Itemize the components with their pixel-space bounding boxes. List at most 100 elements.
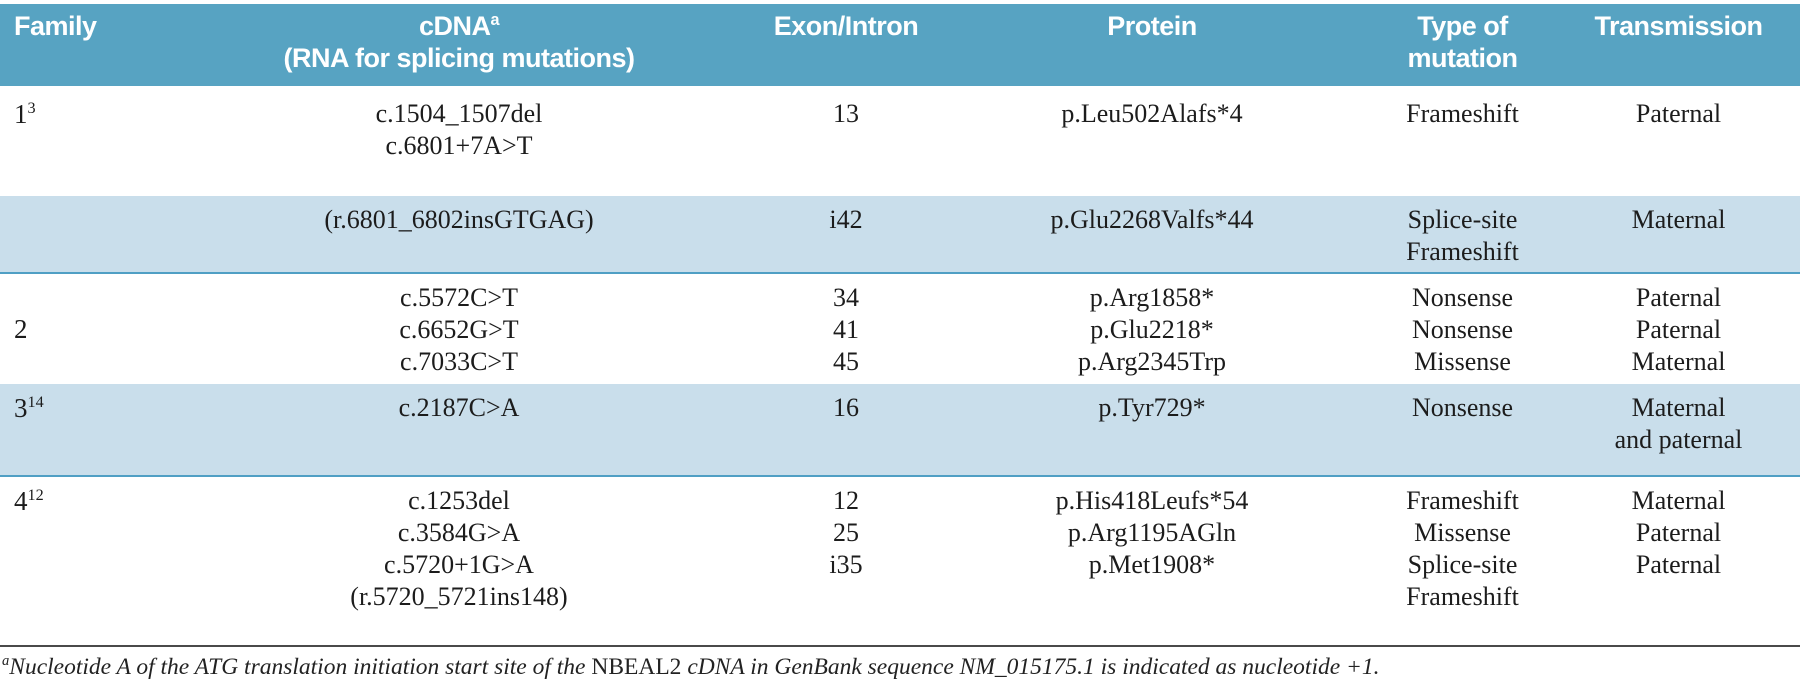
table-row: c.6801+7A>T (0, 130, 1800, 196)
cdna-cell: c.1504_1507del (375, 99, 543, 128)
exon-cell: 25 (833, 518, 859, 547)
cdna-footnote-marker: a (490, 11, 500, 29)
protein-cell (936, 581, 1368, 619)
table-row: 314 c.2187C>A 16 p.Tyr729* Nonsense Mate… (0, 384, 1800, 477)
transmission-cell: Maternal (1631, 486, 1726, 515)
cdna-cell: c.5720+1G>A (384, 550, 534, 579)
family-reference-sup: 14 (27, 393, 44, 411)
cdna-cell: (r.6801_6802insGTGAG) (162, 196, 756, 236)
protein-cell (936, 424, 1368, 477)
protein-cell: p.Leu502Alafs*4 (1061, 99, 1243, 128)
table-row: c.6652G>T 41 p.Glu2218* Nonsense Paterna… (0, 314, 1800, 346)
table-row: Frameshift (0, 236, 1800, 274)
mutations-table: Family cDNAa (RNA for splicing mutations… (0, 4, 1800, 619)
family-cell: 2 (14, 314, 28, 344)
transmission-cell: Paternal (1635, 283, 1722, 312)
cdna-cell: c.1253del (408, 486, 510, 515)
protein-cell: p.Glu2218* (1090, 315, 1214, 344)
protein-cell (936, 236, 1368, 274)
transmission-cell: Paternal (1635, 550, 1722, 579)
family-cell: 412 (14, 486, 44, 516)
mutation-type-cell: Frameshift (1406, 99, 1519, 128)
footnote-text-before: Nucleotide A of the ATG translation init… (9, 654, 592, 680)
transmission-cell (1557, 581, 1800, 619)
cdna-cell: c.2187C>A (162, 384, 756, 424)
cdna-cell: c.6801+7A>T (385, 131, 533, 160)
exon-cell (756, 424, 936, 477)
footnote-marker: a (2, 653, 10, 670)
column-header-protein: Protein (936, 4, 1368, 86)
mutation-type-cell: Nonsense (1411, 283, 1514, 312)
cdna-cell: c.6652G>T (399, 315, 519, 344)
transmission-cell (1557, 236, 1800, 274)
protein-cell: p.Glu2268Valfs*44 (936, 196, 1368, 236)
table-footnote: aNucleotide A of the ATG translation ini… (0, 645, 1800, 681)
table-row: 2 c.5572C>T 34 p.Arg1858* Nonsense Pater… (0, 273, 1800, 344)
transmission-cell: Paternal (1635, 518, 1722, 547)
table-row: (r.6801_6802insGTGAG) i42 p.Glu2268Valfs… (0, 196, 1800, 274)
mutation-type-cell: Frameshift (1406, 582, 1519, 611)
table-header: Family cDNAa (RNA for splicing mutations… (0, 4, 1800, 86)
family-cell (0, 196, 162, 274)
exon-cell: i42 (756, 196, 936, 236)
cdna-cell: c.3584G>A (397, 518, 521, 547)
column-header-transmission: Transmission (1557, 4, 1800, 86)
family-reference-sup: 12 (27, 486, 44, 504)
transmission-cell: Maternal (1631, 347, 1726, 376)
table-row: c.7033C>T 45 p.Arg2345Trp Missense Mater… (0, 346, 1800, 384)
family-3-group: 314 c.2187C>A 16 p.Tyr729* Nonsense Mate… (0, 384, 1800, 477)
protein-cell: p.Arg1858* (1089, 283, 1215, 312)
protein-cell: p.Met1908* (1088, 550, 1216, 579)
mutation-type-cell: Missense (1414, 347, 1511, 376)
column-header-type: Type of mutation (1368, 4, 1557, 86)
transmission-cell: Paternal (1635, 99, 1722, 128)
table-row: 412 c.1253del 12 p.His418Leufs*54 Frames… (0, 476, 1800, 517)
protein-cell: p.Arg2345Trp (1077, 347, 1227, 376)
footnote-gene-name: NBEAL2 (591, 654, 682, 680)
family-cell: 314 (0, 384, 162, 477)
family-2-group: 2 c.5572C>T 34 p.Arg1858* Nonsense Pater… (0, 273, 1800, 384)
header-transmission-label: Transmission (1594, 11, 1763, 41)
family-1-group: 13 c.1504_1507del 13 p.Leu502Alafs*4 Fra… (0, 86, 1800, 196)
family-4-group: 412 c.1253del 12 p.His418Leufs*54 Frames… (0, 476, 1800, 619)
exon-cell (756, 130, 936, 196)
cdna-cell (162, 236, 756, 274)
exon-cell: 34 (833, 283, 859, 312)
header-row: Family cDNAa (RNA for splicing mutations… (0, 4, 1800, 86)
transmission-cell: Maternal (1557, 196, 1800, 236)
column-header-family: Family (0, 4, 162, 86)
mutation-type-cell: Missense (1414, 518, 1511, 547)
mutation-type-cell (1368, 424, 1557, 477)
transmission-cell (1557, 130, 1800, 196)
protein-cell (936, 130, 1368, 196)
cdna-cell (162, 424, 756, 477)
protein-cell: p.Arg1195AGln (1067, 518, 1237, 547)
cdna-cell: c.5572C>T (400, 283, 518, 312)
family-1-rna-group: (r.6801_6802insGTGAG) i42 p.Glu2268Valfs… (0, 196, 1800, 274)
exon-cell (756, 236, 936, 274)
header-cdna-subtitle: (RNA for splicing mutations) (283, 43, 636, 73)
header-type-label: Type of mutation (1407, 11, 1519, 73)
family-cell: 13 (14, 99, 36, 129)
exon-cell: 41 (833, 315, 859, 344)
protein-cell: p.Tyr729* (936, 384, 1368, 424)
table-row: c.3584G>A 25 p.Arg1195AGln Missense Pate… (0, 517, 1800, 549)
mutation-type-cell: Frameshift (1406, 486, 1519, 515)
header-cdna-label: cDNAa (418, 11, 500, 41)
column-header-cdna: cDNAa (RNA for splicing mutations) (162, 4, 756, 86)
transmission-cell: and paternal (1557, 424, 1800, 477)
table-row: and paternal (0, 424, 1800, 477)
protein-cell: p.His418Leufs*54 (1055, 486, 1249, 515)
exon-cell (756, 581, 936, 619)
exon-cell: 13 (833, 99, 859, 128)
column-header-exon-intron: Exon/Intron (756, 4, 936, 86)
header-protein-label: Protein (1107, 11, 1197, 41)
header-family-label: Family (14, 11, 97, 41)
family-reference-sup: 3 (27, 99, 36, 117)
table-row: 13 c.1504_1507del 13 p.Leu502Alafs*4 Fra… (0, 86, 1800, 130)
header-exon-label: Exon/Intron (773, 11, 919, 41)
exon-cell: 45 (833, 347, 859, 376)
cdna-cell: c.7033C>T (400, 347, 518, 376)
transmission-cell: Paternal (1635, 315, 1722, 344)
